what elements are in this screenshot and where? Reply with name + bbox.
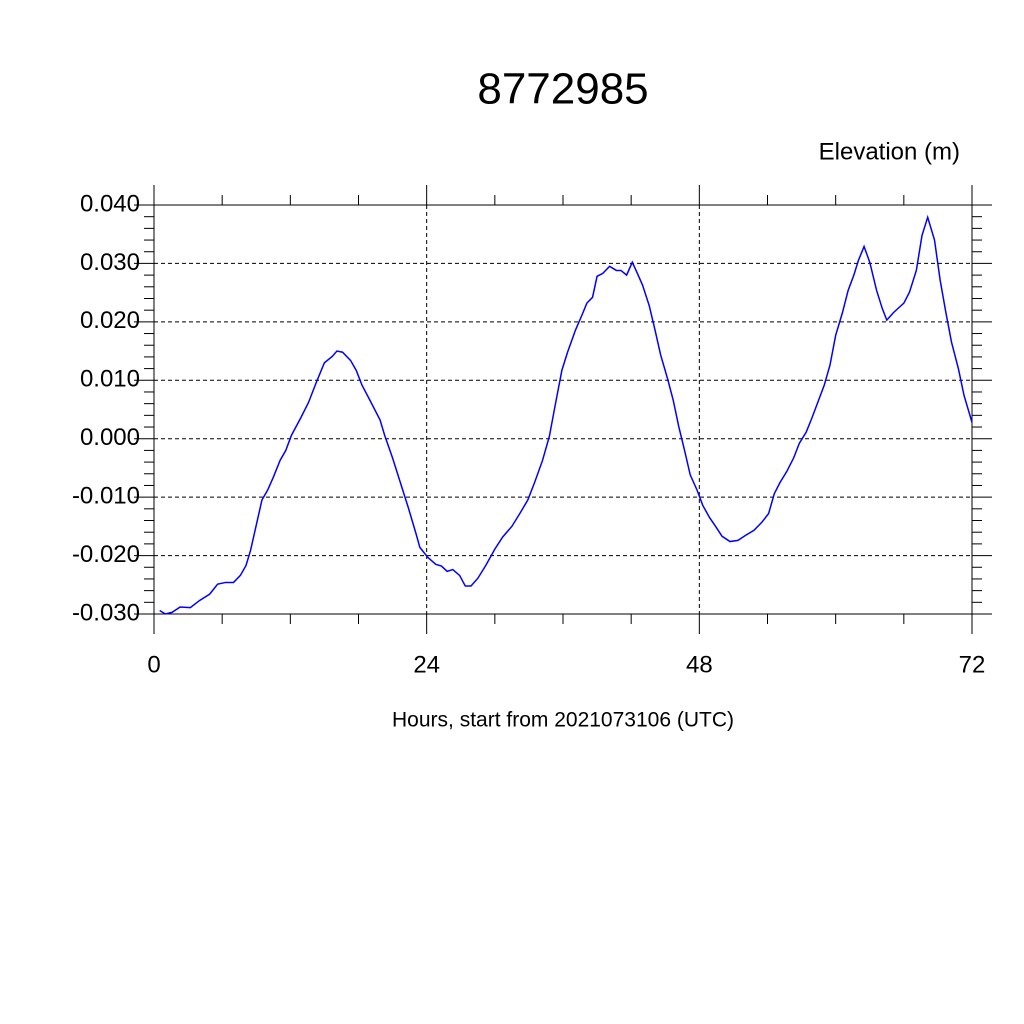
x-tick-label: 72 [959,651,986,678]
x-tick-label: 48 [686,651,713,678]
y-tick-label: 0.030 [80,249,140,276]
x-axis-label: Hours, start from 2021073106 (UTC) [392,709,734,732]
y-tick-label: 0.010 [80,366,140,393]
y-tick-label: 0.020 [80,307,140,334]
x-tick-label: 24 [413,651,440,678]
y-axis-label: Elevation (m) [819,138,960,165]
y-tick-label: 0.000 [80,424,140,451]
y-tick-label: -0.010 [72,482,140,509]
y-tick-label: 0.040 [80,190,140,217]
chart-title: 8772985 [477,65,648,114]
y-tick-label: -0.030 [72,599,140,626]
data-line [159,214,973,615]
y-tick-label: -0.020 [72,541,140,568]
x-tick-label: 0 [147,651,160,678]
plot-frame [153,204,973,615]
